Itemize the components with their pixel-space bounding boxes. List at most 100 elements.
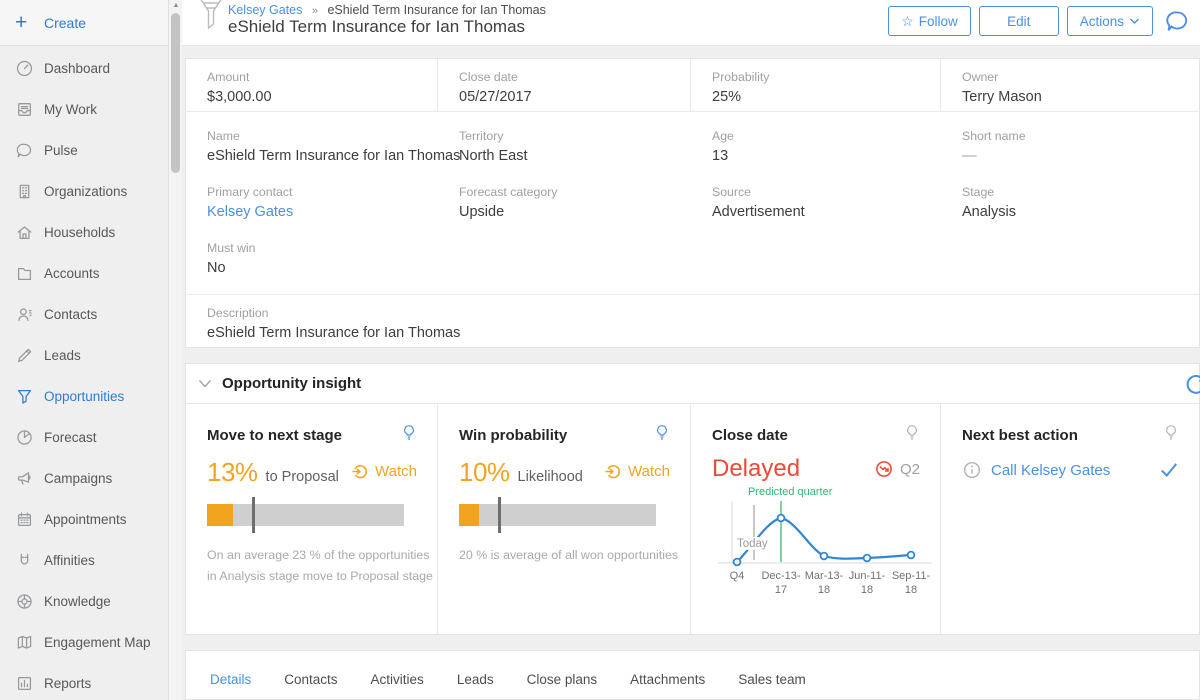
fields-description-row: Description eShield Term Insurance for I… [186,294,1199,351]
scrollbar-thumb[interactable] [171,13,180,173]
primary-contact-link[interactable]: Kelsey Gates [207,204,294,220]
sidebar-item-dashboard[interactable]: Dashboard [0,48,168,89]
plus-icon: + [15,11,28,34]
field-value: No [207,260,226,276]
sidebar-item-engagement-map[interactable]: Engagement Map [0,622,168,663]
field-close-date: Close date 05/27/2017 [438,59,691,111]
sidebar-item-leads[interactable]: Leads [0,335,168,376]
sidebar-nav: Dashboard My Work Pulse Organizations Ho… [0,46,168,700]
field-owner: Owner Terry Mason [941,59,1199,111]
sidebar-item-reports[interactable]: Reports [0,663,168,700]
sidebar-item-forecast[interactable]: Forecast [0,417,168,458]
sidebar-item-organizations[interactable]: Organizations [0,171,168,212]
field-value: Advertisement [712,204,805,220]
lightbulb-icon[interactable] [904,424,920,447]
reports-icon [15,674,44,693]
sidebar-item-accounts[interactable]: Accounts [0,253,168,294]
lightbulb-icon[interactable] [1163,424,1179,447]
tab-close-plans[interactable]: Close plans [526,672,598,687]
edit-button[interactable]: Edit [978,6,1059,36]
field-probability: Probability 25% [691,59,941,111]
watch-button[interactable]: Watch [350,462,417,481]
tab-sales-team[interactable]: Sales team [738,672,806,687]
sidebar-item-pulse[interactable]: Pulse [0,130,168,171]
lightbulb-icon[interactable] [654,424,670,447]
opportunity-insight-panel: Opportunity insight Move to next stage 1 [185,363,1200,635]
sidebar-item-appointments[interactable]: Appointments [0,499,168,540]
tab-attachments[interactable]: Attachments [630,672,706,687]
info-icon[interactable] [962,460,982,480]
x-tick-label: Dec-13- [761,570,800,582]
field-value: 13 [712,148,729,164]
my-work-icon [15,100,44,119]
nav-label: Appointments [44,512,127,527]
move-to-next-stage-card: Move to next stage 13% to Proposal Watch [186,404,438,635]
field-value: 25% [712,89,742,105]
tab-activities[interactable]: Activities [370,672,424,687]
collapse-chevron-icon[interactable] [198,379,212,389]
refresh-icon[interactable] [1184,373,1200,402]
nav-label: Pulse [44,143,78,158]
nav-label: Accounts [44,266,100,281]
watch-button[interactable]: Watch [603,462,670,481]
field-forecast-category: Forecast category Upside [438,174,691,230]
field-label: Probability [712,70,770,84]
nav-label: My Work [44,102,97,117]
leads-icon [15,346,44,365]
insight-header: Opportunity insight [186,364,1200,404]
tab-contacts[interactable]: Contacts [284,672,338,687]
breadcrumb-parent-link[interactable]: Kelsey Gates [228,3,303,17]
next-action-link[interactable]: Call Kelsey Gates [991,461,1111,479]
insight-cards: Move to next stage 13% to Proposal Watch [186,404,1199,635]
field-label: Short name [962,129,1026,143]
chat-bubble-icon[interactable] [1165,9,1190,34]
organizations-icon [15,182,44,201]
stage-caption: On an average 23 % of the opportunities … [207,548,433,583]
win-progress-bar [459,497,656,533]
nav-label: Organizations [44,184,128,199]
sidebar: + Create Dashboard My Work Pulse [0,0,182,700]
fields-row-1: Amount $3,000.00 Close date 05/27/2017 P… [186,59,1199,112]
field-name: Name eShield Term Insurance for Ian Thom… [186,118,460,174]
win-probability-card: Win probability 10% Likelihood Watch [438,404,691,635]
sidebar-item-households[interactable]: Households [0,212,168,253]
breadcrumb-separator: » [311,5,318,17]
x-tick-label: Sep-11- [892,570,931,582]
field-label: Source [712,185,751,199]
nav-label: Dashboard [44,61,111,76]
move-bar-marker [252,497,255,533]
related-tabs-panel: Details Contacts Activities Leads Close … [185,650,1200,700]
engagement-map-icon [15,633,44,652]
field-age: Age 13 [691,118,941,174]
scroll-up-icon[interactable]: ▲ [172,2,180,9]
edit-label: Edit [1007,13,1031,29]
opportunity-record-funnel-icon [194,0,228,43]
page-title: eShield Term Insurance for Ian Thomas [228,17,526,36]
x-tick-label: Mar-13- [805,570,844,582]
check-icon[interactable] [1159,461,1179,479]
sidebar-scrollbar[interactable]: ▲ [168,0,182,700]
households-icon [15,223,44,242]
actions-button[interactable]: Actions [1066,6,1153,36]
sidebar-item-campaigns[interactable]: Campaigns [0,458,168,499]
field-stage: Stage Analysis [941,174,1199,230]
sidebar-item-knowledge[interactable]: Knowledge [0,581,168,622]
sidebar-item-my-work[interactable]: My Work [0,89,168,130]
affinities-icon [15,551,44,570]
sidebar-item-contacts[interactable]: Contacts [0,294,168,335]
tab-leads[interactable]: Leads [456,672,494,687]
win-percent: 10% [459,457,510,487]
nav-label: Households [44,225,116,240]
contacts-icon [15,305,44,324]
sidebar-item-affinities[interactable]: Affinities [0,540,168,581]
win-caption: 20 % is average of all won opportunities [459,548,679,562]
field-label: Forecast category [459,185,558,199]
tab-details[interactable]: Details [210,672,252,687]
field-value: Terry Mason [962,89,1042,105]
lightbulb-icon[interactable] [401,424,417,447]
stage-percent: 13% [207,457,258,487]
create-button[interactable]: + Create [0,0,168,46]
follow-button[interactable]: ☆ Follow [888,6,971,36]
field-label: Primary contact [207,185,293,199]
sidebar-item-opportunities[interactable]: Opportunities [0,376,168,417]
